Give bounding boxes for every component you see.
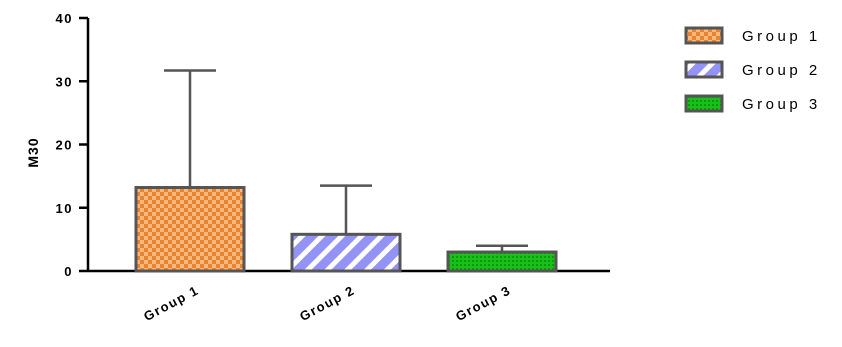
x-tick-label: Group 3 [453, 282, 513, 324]
legend-label: Group 3 [742, 96, 821, 113]
x-tick-label: Group 2 [297, 282, 357, 324]
y-axis-title: M30 [25, 137, 41, 167]
legend-swatch-1 [684, 26, 724, 45]
y-tick-label: 10 [56, 201, 73, 216]
legend-label: Group 2 [742, 62, 821, 79]
legend: Group 1 Group 2 Group 3 [684, 26, 821, 113]
y-tick-label: 20 [56, 138, 73, 153]
bar-1 [134, 186, 246, 273]
legend-swatch-2 [684, 60, 724, 79]
labels: 0 10 20 30 40 M30 Group 1 Group 2 Group 3 [25, 11, 513, 324]
y-tick-label: 0 [64, 264, 73, 279]
y-tick-label: 30 [56, 74, 73, 89]
x-tick-label: Group 1 [141, 282, 201, 324]
bar-3 [446, 250, 558, 273]
bars [134, 69, 558, 273]
y-tick-label: 40 [56, 11, 73, 26]
legend-swatch-3 [684, 94, 724, 113]
bar-2 [290, 232, 402, 273]
legend-label: Group 1 [742, 28, 821, 45]
